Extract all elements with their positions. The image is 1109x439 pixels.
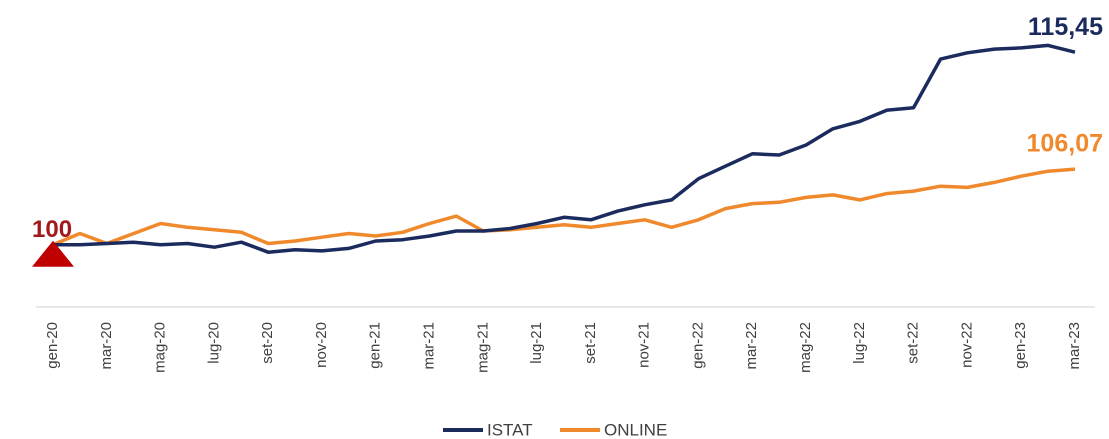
x-tick-label: nov-22: [958, 322, 975, 368]
x-tick-label: mar-22: [743, 322, 760, 370]
start-marker: [32, 240, 74, 267]
x-tick-label: lug-21: [528, 322, 545, 364]
legend-label: ONLINE: [604, 420, 667, 439]
x-tick-label: gen-20: [44, 322, 61, 369]
x-tick-label: gen-21: [367, 322, 384, 369]
start-label: 100: [32, 216, 72, 243]
data-label: 106,07: [1027, 130, 1103, 158]
x-tick-label: mar-23: [1066, 322, 1083, 370]
x-tick-label: set-20: [259, 322, 276, 364]
x-tick-label: set-22: [905, 322, 922, 364]
x-tick-label: mag-22: [797, 322, 814, 373]
x-tick-label: lug-22: [851, 322, 868, 364]
x-tick-label: mar-20: [98, 322, 115, 370]
x-tick-label: gen-23: [1012, 322, 1029, 369]
x-tick-label: gen-22: [689, 322, 706, 369]
series-line: [53, 43, 1076, 254]
x-tick-label: nov-21: [636, 322, 653, 368]
x-tick-label: lug-20: [205, 322, 222, 364]
data-label: 115,45: [1028, 13, 1103, 41]
x-tick-label: nov-20: [313, 322, 330, 368]
x-tick-label: mar-21: [420, 322, 437, 370]
legend-label: ISTAT: [487, 420, 533, 439]
x-tick-label: set-21: [582, 322, 599, 364]
series-line: [52, 167, 1076, 247]
x-tick-label: mag-20: [152, 322, 169, 373]
x-tick-label: mag-21: [474, 322, 491, 373]
